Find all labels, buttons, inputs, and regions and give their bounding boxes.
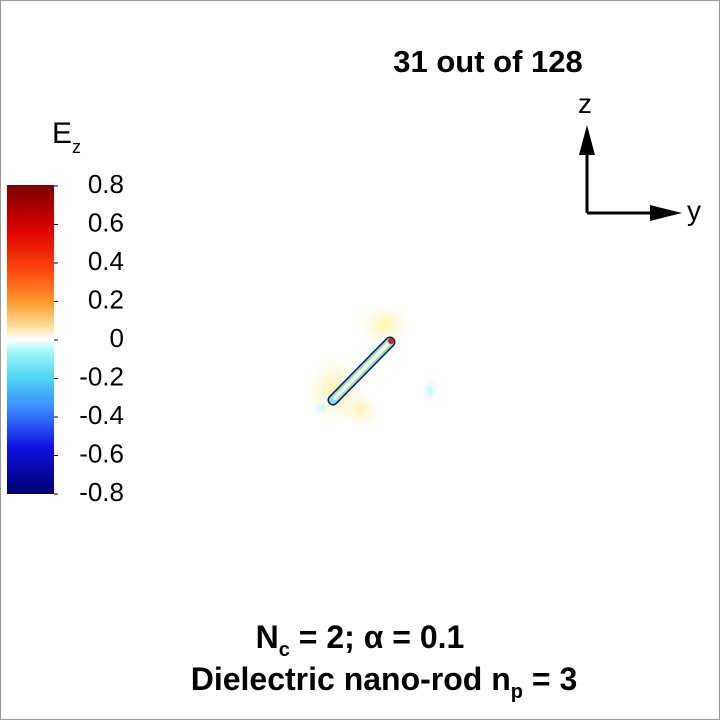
tick-label: 0.6 [88, 207, 124, 237]
label-sub: z [72, 137, 81, 157]
caption-sub: c [279, 639, 290, 661]
tick-label: -0.2 [79, 361, 124, 391]
label-main: E [52, 117, 72, 150]
caption-line2: Dielectric nano-rod np = 3 [191, 661, 578, 703]
colorbar-label: Ez [52, 117, 81, 157]
caption-part: Dielectric nano-rod n [191, 661, 511, 697]
colorbar-ticks: 0.8 0.6 0.4 0.2 0 -0.2 -0.4 -0.6 -0.8 [54, 169, 124, 507]
colorbar [7, 185, 54, 494]
axis-y-label: y [687, 195, 701, 226]
caption-part: N [256, 619, 279, 655]
caption-line1: Nc = 2; α = 0.1 [256, 619, 465, 661]
frame-title: 31 out of 128 [393, 44, 583, 79]
caption-part: = 3 [523, 661, 577, 697]
axes-indicator [579, 125, 682, 221]
tick-label: 0 [110, 323, 124, 353]
axis-z-label: z [578, 88, 592, 119]
tick-label: 0.8 [88, 169, 124, 199]
tick-label: -0.4 [79, 400, 124, 430]
tick-label: -0.6 [79, 438, 124, 468]
tick-label: -0.8 [79, 477, 124, 507]
tick-label: 0.2 [88, 284, 124, 314]
tick-label: 0.4 [88, 246, 124, 276]
field-plot [303, 303, 438, 428]
caption-sub: p [511, 681, 523, 703]
caption-part: = 2; α = 0.1 [290, 619, 464, 655]
